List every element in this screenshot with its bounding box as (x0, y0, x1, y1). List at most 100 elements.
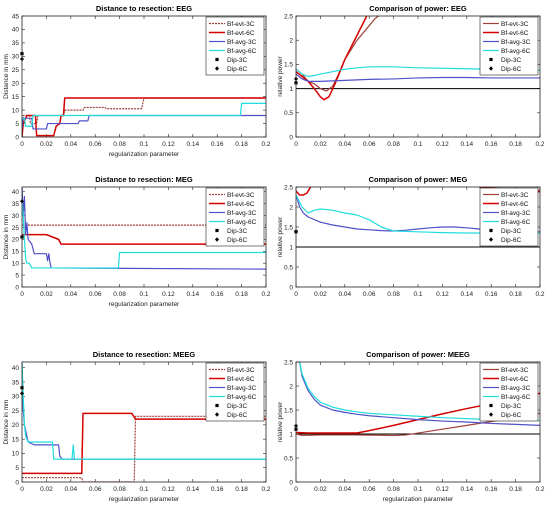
x-tick-label: 0.06 (89, 486, 102, 493)
y-tick-label: 30 (12, 213, 20, 220)
y-tick-label: 1.5 (284, 407, 293, 414)
y-tick-label: 2.5 (284, 359, 293, 366)
y-tick-label: 20 (12, 81, 20, 88)
legend-box (479, 187, 539, 247)
y-tick-label: 0 (289, 134, 293, 141)
legend-marker-diamond (489, 237, 493, 242)
y-axis-label: relative power (277, 55, 284, 96)
x-tick-label: 0.16 (485, 141, 498, 148)
x-tick-label: 0.12 (162, 291, 175, 298)
legend-label: Dip-3C (227, 57, 248, 64)
x-tick-label: 0.02 (40, 486, 53, 493)
x-tick-label: 0.14 (186, 141, 199, 148)
legend-label: Bf-avg-3C (227, 385, 257, 392)
x-tick-label: 0.16 (211, 291, 224, 298)
x-tick-label: 0 (294, 141, 298, 148)
y-tick-label: 0 (289, 479, 293, 486)
legend-marker-diamond (489, 66, 493, 71)
x-tick-label: 0.04 (338, 141, 351, 148)
chart-title: Distance to resection: MEEG (93, 350, 196, 359)
x-tick-label: 0.2 (261, 291, 270, 298)
x-tick-label: 0.1 (413, 486, 422, 493)
y-tick-label: 0 (15, 479, 19, 486)
x-tick-label: 0.02 (40, 291, 53, 298)
y-tick-label: 15 (12, 249, 20, 256)
y-tick-label: 30 (12, 394, 20, 401)
legend-label: Bf-avg-6C (501, 394, 531, 401)
chart-title: Comparison of power: EEG (369, 4, 467, 13)
x-tick-label: 0 (294, 486, 298, 493)
y-tick-label: 2 (289, 383, 293, 390)
x-tick-label: 0.12 (162, 486, 175, 493)
legend-label: Dip-6C (227, 412, 248, 419)
series-line-0 (22, 97, 266, 137)
series-line-2 (22, 187, 266, 270)
x-tick-label: 0.08 (113, 291, 126, 298)
legend-label: Bf-evt-3C (501, 367, 529, 374)
legend-label: Dip-3C (227, 403, 248, 410)
legend-label: Bf-avg-6C (227, 219, 257, 226)
legend-label: Dip-6C (227, 66, 248, 73)
x-tick-label: 0.16 (211, 141, 224, 148)
legend-label: Dip-6C (501, 237, 522, 244)
series-line-1 (22, 97, 266, 137)
legend-label: Bf-avg-6C (501, 48, 531, 55)
y-tick-label: 1 (289, 431, 293, 438)
legend-label: Bf-evt-3C (501, 192, 529, 199)
x-tick-label: 0.04 (64, 486, 77, 493)
y-tick-label: 30 (12, 54, 20, 61)
y-tick-label: 0 (15, 284, 19, 291)
legend-label: Bf-avg-6C (227, 394, 257, 401)
legend-box (205, 187, 265, 247)
x-tick-label: 0.04 (338, 291, 351, 298)
y-tick-label: 25 (12, 67, 20, 74)
x-tick-label: 0.06 (89, 291, 102, 298)
x-tick-label: 0.08 (387, 486, 400, 493)
x-tick-label: 0.18 (235, 141, 248, 148)
legend-label: Dip-6C (227, 237, 248, 244)
legend-label: Bf-evt-6C (501, 376, 529, 383)
plot-frame (21, 361, 267, 483)
legend-label: Bf-evt-3C (501, 21, 529, 28)
legend: Bf-evt-3C Bf-evt-6C Bf-avg-3C Bf-avg-6C Dip-… (205, 187, 265, 247)
x-tick-label: 0.08 (113, 141, 126, 148)
legend-marker-square (215, 57, 219, 62)
x-tick-label: 0.2 (535, 141, 544, 148)
series-line-3 (22, 362, 266, 460)
y-axis-label: relative power (277, 401, 284, 442)
x-tick-label: 0.1 (413, 291, 422, 298)
legend-label: Bf-avg-6C (501, 219, 531, 226)
x-tick-label: 0.18 (509, 291, 522, 298)
x-tick-label: 0 (294, 291, 298, 298)
y-tick-label: 10 (12, 107, 20, 114)
plot-frame (295, 15, 541, 138)
legend-marker-diamond (489, 412, 493, 417)
x-tick-label: 0.1 (139, 291, 148, 298)
x-tick-label: 0.2 (535, 291, 544, 298)
series-line-1 (296, 187, 312, 196)
y-axis-label: Distance in mm (3, 400, 10, 445)
y-tick-label: 25 (12, 408, 20, 415)
legend-marker-diamond (215, 66, 219, 71)
legend-label: Bf-avg-3C (501, 39, 531, 46)
legend-box (479, 16, 539, 76)
legend: Bf-evt-3C Bf-evt-6C Bf-avg-3C Bf-avg-6C Dip-… (479, 16, 539, 76)
legend-label: Bf-evt-6C (227, 201, 255, 208)
legend-label: Bf-evt-6C (227, 30, 255, 37)
plot-frame (295, 361, 541, 483)
x-tick-label: 0.04 (64, 291, 77, 298)
legend: Bf-evt-3C Bf-evt-6C Bf-avg-3C Bf-avg-6C Dip-… (479, 187, 539, 247)
legend-label: Bf-avg-3C (501, 385, 531, 392)
x-tick-label: 0.12 (162, 141, 175, 148)
series-line-1 (296, 16, 368, 101)
legend-label: Bf-evt-3C (227, 367, 255, 374)
y-tick-label: 0.5 (284, 455, 293, 462)
x-tick-label: 0.08 (113, 486, 126, 493)
x-tick-label: 0.06 (89, 141, 102, 148)
legend-box (479, 362, 539, 422)
legend: Bf-evt-3C Bf-evt-6C Bf-avg-3C Bf-avg-6C Dip-… (479, 362, 539, 422)
x-tick-label: 0.04 (338, 486, 351, 493)
x-tick-label: 0.1 (413, 141, 422, 148)
legend-marker-diamond (215, 237, 219, 242)
